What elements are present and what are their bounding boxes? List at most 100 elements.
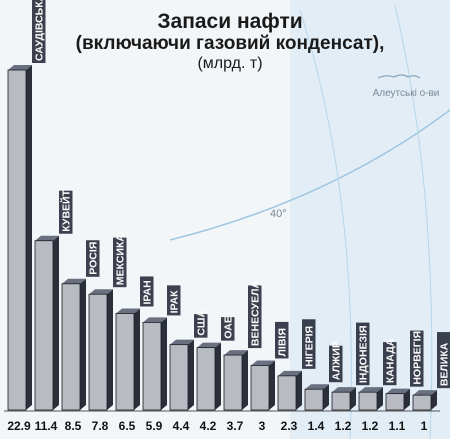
chart-units: (млрд. т) <box>197 55 263 72</box>
bar <box>34 240 54 411</box>
bar-label-band <box>302 319 316 369</box>
meridian-line <box>299 9 352 439</box>
bar <box>250 365 270 411</box>
bar-value-label: 4.2 <box>200 419 217 433</box>
bar-category-label: МЕКСИКА <box>115 234 127 286</box>
bar-value-label: 1.4 <box>308 419 325 433</box>
bar-category-label: АЛЖИР <box>331 341 343 380</box>
bar <box>358 391 378 411</box>
bar-value-label: 1.2 <box>335 419 352 433</box>
bar-side <box>269 360 275 410</box>
bar-side <box>161 317 167 410</box>
bar-category-label: ІРАК <box>169 290 181 314</box>
bar <box>7 69 27 411</box>
bar-category-label: КУВЕЙТ <box>60 189 73 231</box>
bar-top <box>332 387 356 393</box>
bar-top <box>413 390 437 396</box>
bar-side <box>323 384 329 410</box>
bar <box>304 388 324 411</box>
bar-value-label: 1 <box>421 419 428 433</box>
bar-top <box>8 65 32 70</box>
bar-value-label: 4.4 <box>173 419 190 433</box>
bar-side <box>242 350 248 410</box>
bar-label-band <box>86 240 100 277</box>
bar-value-label: 6.5 <box>119 419 136 433</box>
bar-top <box>89 289 113 295</box>
bar <box>88 293 108 411</box>
bar-value-label: 7.8 <box>92 419 109 433</box>
bar-side <box>377 387 383 410</box>
bar-label-band <box>221 317 235 341</box>
bar-side <box>431 390 437 410</box>
bar-top <box>251 360 275 366</box>
bar-top <box>197 342 221 348</box>
bar-label-band <box>32 0 46 63</box>
bar-value-label: 2.3 <box>281 419 298 433</box>
bar-value-label: 1.1 <box>389 419 406 433</box>
bar-category-label: КАНАДА <box>385 338 397 383</box>
bar <box>223 354 243 411</box>
latitude-label: 40° <box>270 208 287 220</box>
bar-side <box>26 65 32 410</box>
bar-category-label: ВЕНЕСУЕЛА <box>250 281 262 347</box>
bar-label-band <box>275 321 289 359</box>
meridian-line <box>394 4 433 439</box>
bar <box>169 344 189 411</box>
bar-label-band <box>356 322 370 386</box>
bar-value-label: 22.9 <box>7 419 31 433</box>
bar-category-label: РОСІЯ <box>88 242 100 275</box>
ocean-region <box>290 0 450 439</box>
bar-category-label: ОАЕ <box>223 316 235 339</box>
bar-top <box>143 317 167 323</box>
chart-subtitle: (включаючи газовий конденсат), <box>75 33 385 54</box>
bar-top <box>170 339 194 345</box>
bar-side <box>134 308 140 410</box>
bar-label-band <box>194 314 208 338</box>
bar-category-label: НОРВЕГІЯ <box>412 331 424 385</box>
bar-top <box>386 388 410 394</box>
bar-side <box>350 387 356 410</box>
bar-label-band <box>410 330 424 387</box>
bar-category-label: САУДІВСЬКА АРАВІЯ <box>34 0 46 61</box>
bar-label-band <box>248 285 262 349</box>
aleutian-islands-shape <box>377 74 421 79</box>
bar-top <box>305 384 329 390</box>
chart-title: Запаси нафти <box>157 10 303 33</box>
bar-top <box>116 308 140 314</box>
bar-side <box>404 388 410 410</box>
bar-side <box>296 370 302 410</box>
bar <box>385 393 405 411</box>
bar-side <box>188 339 194 410</box>
bar-label-band <box>140 276 154 307</box>
bar <box>277 375 297 411</box>
bar-top <box>35 235 59 241</box>
bar <box>331 391 351 411</box>
bar-label-band <box>383 342 397 386</box>
bar <box>115 313 135 411</box>
bar-category-label: ВЕЛИКА <box>439 342 450 386</box>
bar-value-label: 1.2 <box>362 419 379 433</box>
bar-category-label: ІРАН <box>142 280 154 304</box>
bar-label-band <box>167 285 181 316</box>
bar-label-band <box>437 332 450 389</box>
bar-label-band <box>59 190 73 234</box>
bar <box>196 347 216 411</box>
bar-top <box>62 278 86 284</box>
bar-category-label: НІГЕРІЯ <box>304 326 316 367</box>
bar-category-label: ЛІВІЯ <box>277 328 289 356</box>
bar-category-label: ІНДОНЕЗІЯ <box>358 325 370 383</box>
bar-side <box>107 289 113 410</box>
bar <box>412 394 432 411</box>
bar-top <box>224 350 248 356</box>
bar-value-label: 11.4 <box>35 419 58 433</box>
bar-top <box>359 387 383 393</box>
bar-side <box>80 278 86 410</box>
bar <box>142 322 162 411</box>
bar-top <box>278 370 302 376</box>
bar-side <box>53 235 59 410</box>
aleutian-islands-label: Алеутські о-ви <box>373 88 440 99</box>
bar-category-label: США <box>196 310 208 336</box>
bar-value-label: 3 <box>259 419 266 433</box>
